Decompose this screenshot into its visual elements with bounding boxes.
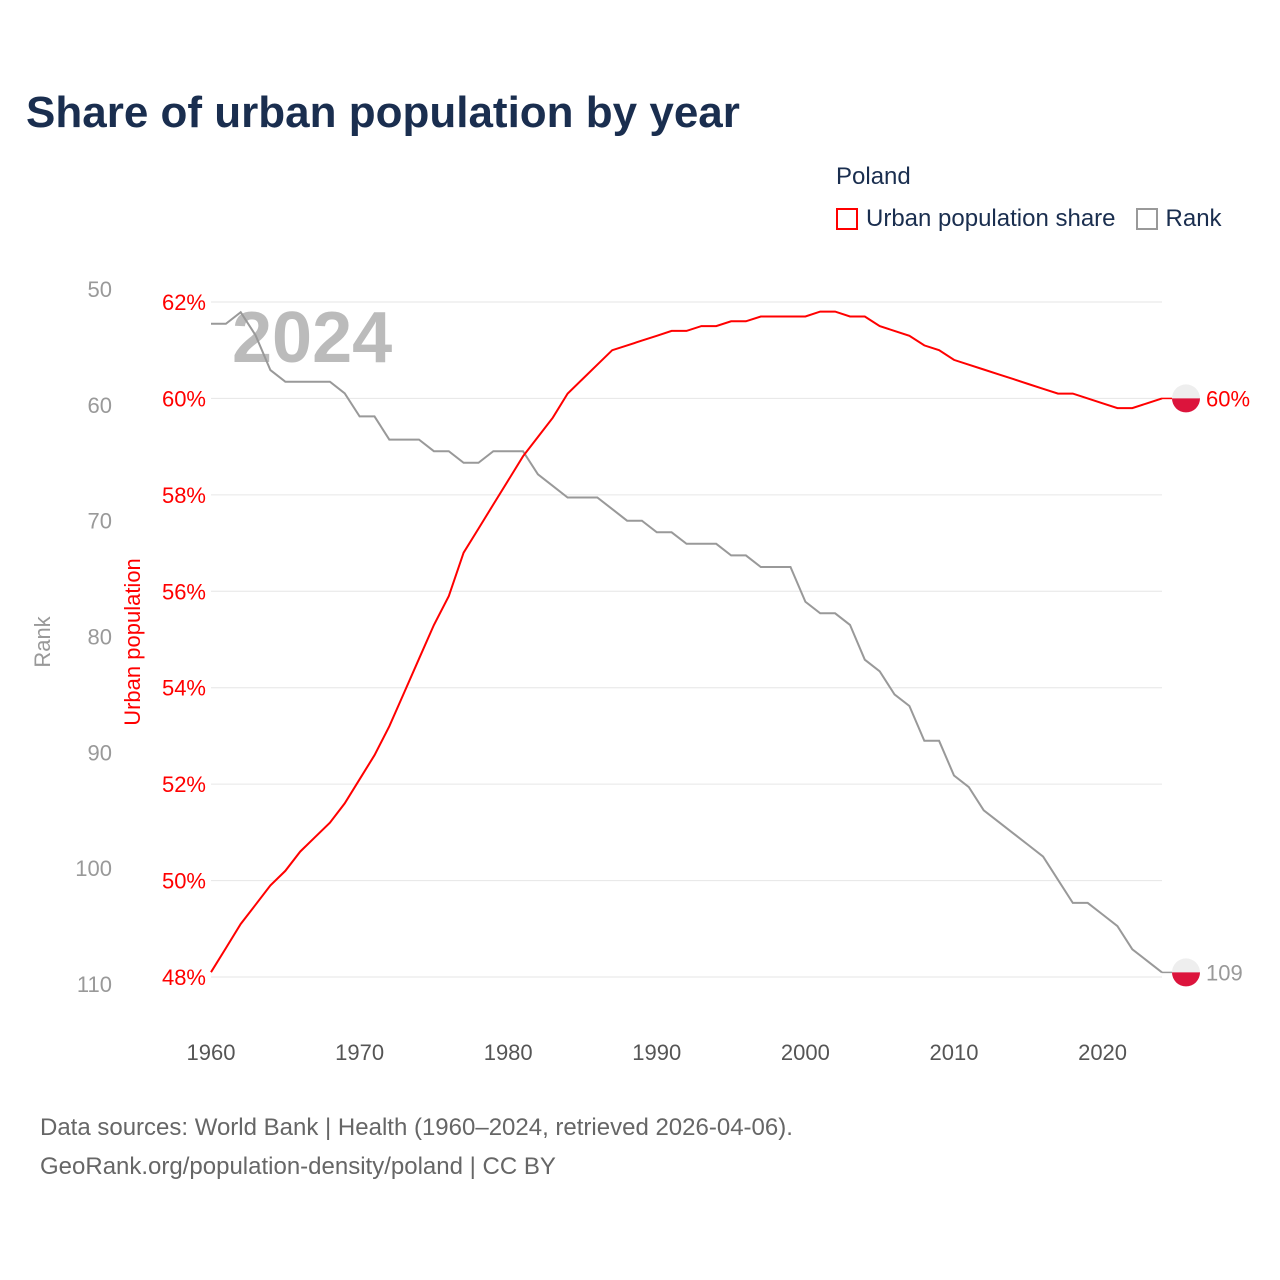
- y-tick-rank: 90: [88, 740, 112, 765]
- source-link[interactable]: GeoRank.org/population-density/poland | …: [40, 1153, 556, 1180]
- y-tick-urban: 60%: [162, 386, 206, 411]
- legend-label-urban: Urban population share: [866, 205, 1116, 232]
- legend-item-rank[interactable]: Rank: [1135, 205, 1222, 233]
- chart-title: Share of urban population by year: [26, 88, 740, 137]
- y-tick-rank: 60: [88, 393, 112, 418]
- series-line-rank: [211, 310, 1163, 974]
- series-line-urban: [210, 310, 1163, 973]
- x-tick: 1970: [335, 1040, 384, 1065]
- y-tick-rank: 50: [88, 277, 112, 302]
- y-tick-rank: 110: [77, 972, 112, 997]
- y-tick-urban: 48%: [162, 965, 206, 990]
- y-axis-label-urban: Urban population: [120, 558, 145, 726]
- x-tick: 1980: [484, 1040, 533, 1065]
- legend-swatch-rank: [1135, 208, 1158, 230]
- flag-marker-red-half: [1172, 398, 1200, 413]
- footer: Data sources: World Bank | Health (1960–…: [40, 1108, 793, 1186]
- y-tick-urban: 54%: [162, 676, 206, 701]
- y-tick-urban: 52%: [162, 772, 206, 797]
- y-tick-rank: 100: [75, 856, 112, 881]
- y-tick-urban: 50%: [162, 869, 206, 894]
- x-tick: 2000: [781, 1040, 830, 1065]
- legend-swatch-urban: [836, 208, 858, 230]
- y-axis-label-rank: Rank: [30, 615, 55, 667]
- end-value-label: 109: [1206, 960, 1243, 985]
- legend-item-urban[interactable]: Urban population share: [836, 205, 1116, 233]
- x-tick: 2020: [1078, 1040, 1127, 1065]
- legend-label-rank: Rank: [1165, 205, 1222, 232]
- legend-title: Poland: [836, 163, 911, 190]
- y-tick-urban: 62%: [162, 290, 206, 315]
- source-note: Data sources: World Bank | Health (1960–…: [40, 1114, 793, 1141]
- y-tick-urban: 58%: [162, 483, 206, 508]
- y-tick-rank: 80: [88, 625, 112, 650]
- legend: Urban population share Rank: [836, 205, 1242, 233]
- x-tick: 2010: [929, 1040, 978, 1065]
- y-tick-rank: 70: [88, 509, 112, 534]
- year-label: 2024: [232, 298, 392, 378]
- x-tick: 1990: [632, 1040, 681, 1065]
- x-tick: 1960: [187, 1040, 236, 1065]
- y-tick-urban: 56%: [162, 579, 206, 604]
- flag-marker-red-half: [1172, 972, 1200, 987]
- end-value-label: 60%: [1206, 386, 1250, 411]
